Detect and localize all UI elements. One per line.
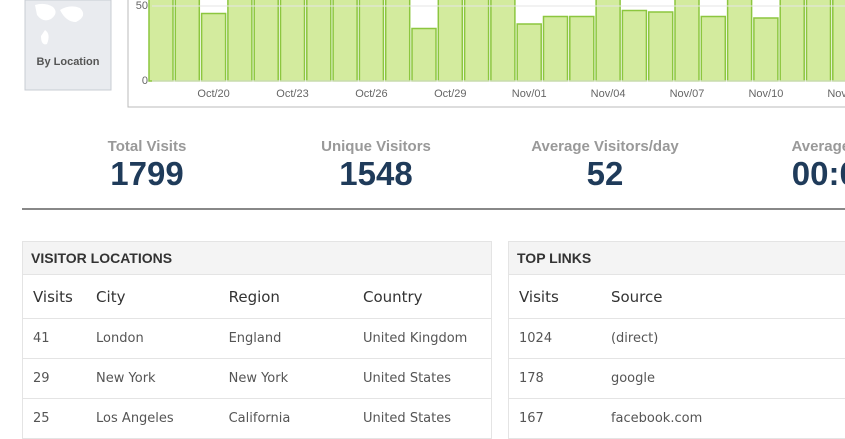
divider (22, 208, 845, 210)
stat-label: Average Visitors/day (531, 138, 679, 155)
table-header: Visits City Region Country (23, 275, 491, 319)
table-row: 1024 (direct) (509, 319, 845, 359)
cell: facebook.com (610, 411, 703, 426)
bar (411, 27, 437, 82)
bar (148, 0, 174, 82)
stat-label: Average Vis (791, 138, 845, 155)
stat-value: 1799 (110, 155, 184, 192)
cell: California (228, 411, 291, 426)
map-label: By Location (37, 56, 100, 68)
cell: United States (362, 411, 451, 426)
world-map (35, 3, 84, 45)
bar (647, 11, 674, 82)
cell: New York (96, 371, 156, 386)
bar (253, 0, 279, 82)
cell: United States (362, 371, 451, 386)
cell: google (610, 371, 655, 386)
stat-value: 52 (586, 155, 624, 192)
table-row: 167 facebook.com (509, 399, 845, 439)
bar (279, 0, 306, 82)
bar (700, 15, 727, 82)
table-header: Visits Source (509, 275, 845, 319)
stat-value: 1548 (339, 155, 413, 192)
x-tick-label: Nov/10 (748, 88, 783, 100)
bar (227, 0, 253, 82)
x-tick-label: Oct/23 (276, 88, 308, 100)
table: TOP LINKS Visits Source 1024 (direct) 178 goog… (508, 241, 845, 439)
header-cell: Visits (519, 287, 559, 306)
y-tick-label: 50 (136, 0, 148, 12)
bar (753, 17, 779, 82)
bar (832, 0, 845, 82)
bar (384, 0, 411, 82)
x-tick-label: Oct/29 (434, 88, 466, 100)
stat: Average Vis00:02 (734, 138, 845, 193)
cell: (direct) (610, 331, 659, 346)
bar (805, 0, 832, 82)
bar (516, 23, 542, 82)
header-cell: City (96, 287, 126, 306)
cell: England (228, 331, 282, 346)
cell: Los Angeles (96, 411, 174, 426)
table-row: 29 New York New York United States (23, 359, 491, 399)
stat-value: 00:02 (791, 155, 845, 192)
cell: 1024 (519, 331, 553, 346)
x-tick-label: Oct/20 (197, 88, 229, 100)
cell: 25 (33, 411, 50, 426)
cell: London (96, 331, 144, 346)
table-row: 25 Los Angeles California United States (23, 399, 491, 439)
stat-label: Unique Visitors (321, 138, 431, 155)
bar (542, 15, 569, 82)
stat: Total Visits 1799 (47, 138, 247, 193)
stat: Average Visitors/day 52 (505, 138, 705, 193)
bar (306, 0, 332, 82)
chart: By Location 0 50 Oct/20 Oct/23 Oct/26 Oct/29 N… (24, 0, 845, 108)
bar (490, 0, 516, 82)
bar (174, 0, 201, 82)
stat: Unique Visitors 1548 (276, 138, 476, 193)
page: By Location 0 50 Oct/20 Oct/23 Oct/26 Oct/29 N… (22, 0, 845, 439)
cell: 178 (519, 371, 544, 386)
bar (621, 9, 648, 82)
bar (358, 0, 385, 82)
bar (779, 0, 805, 82)
bar (595, 0, 621, 82)
bar (726, 0, 753, 82)
header-cell: Visits (33, 287, 73, 306)
bar (463, 0, 490, 82)
cell: 167 (519, 411, 544, 426)
cell: New York (228, 371, 289, 386)
header-cell: Source (610, 287, 663, 306)
cell: 29 (33, 371, 50, 386)
x-tick-label: Nov/04 (591, 88, 626, 100)
x-tick-label: Nov/01 (512, 88, 547, 100)
bar (200, 12, 227, 82)
table-row: 41 London England United Kingdom (23, 319, 491, 359)
header-cell: Country (362, 287, 423, 306)
x-tick-label: Nov/13 (827, 88, 845, 100)
table-title: VISITOR LOCATIONS (23, 242, 491, 275)
table-title: TOP LINKS (509, 242, 845, 275)
bar (332, 0, 358, 82)
table-row: 178 google (509, 359, 845, 399)
x-tick-label: Nov/07 (670, 88, 705, 100)
chart-frame (127, 0, 845, 108)
bar (437, 0, 464, 82)
x-tick-label: Oct/26 (355, 88, 387, 100)
header-cell: Region (228, 287, 280, 306)
bar (674, 0, 700, 82)
bar (569, 15, 595, 82)
cell: 41 (33, 331, 50, 346)
y-tick-label: 0 (142, 75, 148, 87)
table: VISITOR LOCATIONS Visits City Region Country… (22, 241, 492, 439)
cell: United Kingdom (362, 331, 468, 346)
stat-label: Total Visits (107, 138, 187, 155)
